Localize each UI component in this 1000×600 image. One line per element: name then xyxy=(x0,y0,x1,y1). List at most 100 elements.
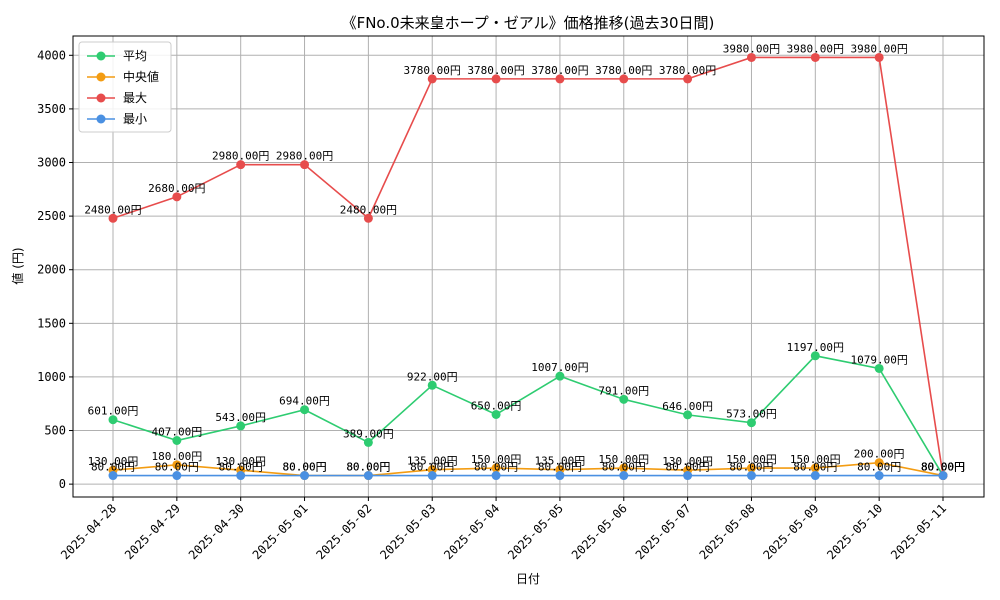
x-tick-label: 2025-05-03 xyxy=(377,501,438,562)
y-tick-label: 3500 xyxy=(37,102,66,116)
data-point xyxy=(363,471,373,481)
data-label: 2680.00円 xyxy=(148,182,205,195)
series-line-1 xyxy=(112,461,944,477)
data-point xyxy=(683,471,693,481)
legend-entry: 最大 xyxy=(123,91,147,105)
data-point xyxy=(300,405,310,415)
data-point xyxy=(874,52,884,62)
legend-entry: 中央値 xyxy=(123,69,159,84)
data-label: 80.00円 xyxy=(410,461,454,474)
data-point xyxy=(555,74,565,84)
y-tick-label: 3000 xyxy=(37,156,66,170)
x-tick-label: 2025-05-04 xyxy=(441,501,502,562)
plot-frame xyxy=(72,35,985,498)
data-point xyxy=(108,213,118,223)
data-point xyxy=(619,463,629,473)
data-label: 80.00円 xyxy=(666,461,710,474)
data-label: 80.00円 xyxy=(921,461,965,474)
data-label: 150.00円 xyxy=(471,453,522,466)
data-point xyxy=(746,463,756,473)
data-label: 80.00円 xyxy=(729,461,773,474)
data-point xyxy=(746,418,756,428)
data-label: 407.00円 xyxy=(151,426,202,439)
y-tick-label: 2000 xyxy=(37,263,66,277)
data-label: 150.00円 xyxy=(598,453,649,466)
data-label: 80.00円 xyxy=(921,461,965,474)
series-layer xyxy=(108,52,948,481)
x-tick-label: 2025-05-08 xyxy=(697,501,758,562)
legend-marker xyxy=(96,114,106,124)
data-point xyxy=(363,437,373,447)
data-label: 3980.00円 xyxy=(723,42,780,55)
data-point xyxy=(874,363,884,373)
data-label: 80.00円 xyxy=(282,461,326,474)
data-label-layer: 601.00円 407.00円 543.00円 694.00円 389.00円 922.0… xyxy=(84,42,965,473)
data-label: 80.00円 xyxy=(346,461,390,474)
data-point xyxy=(236,471,246,481)
data-point xyxy=(363,213,373,223)
legend-marker xyxy=(96,93,106,103)
data-label: 3780.00円 xyxy=(467,64,524,77)
data-point xyxy=(619,74,629,84)
data-point xyxy=(619,471,629,481)
data-label: 80.00円 xyxy=(219,461,263,474)
data-point xyxy=(172,436,182,446)
grid-layer xyxy=(73,36,984,497)
data-label: 2980.00円 xyxy=(212,150,269,163)
data-label: 180.00円 xyxy=(151,450,202,463)
data-label: 80.00円 xyxy=(474,461,518,474)
data-label: 2980.00円 xyxy=(276,150,333,163)
data-label: 80.00円 xyxy=(921,461,965,474)
x-tick-label: 2025-04-28 xyxy=(58,501,119,562)
data-point xyxy=(683,74,693,84)
data-point xyxy=(810,52,820,62)
series-line-0 xyxy=(112,354,944,476)
x-tick-label: 2025-05-01 xyxy=(250,501,311,562)
data-point xyxy=(491,471,501,481)
data-label: 543.00円 xyxy=(215,411,266,424)
data-label: 1079.00円 xyxy=(850,353,907,366)
data-point xyxy=(555,371,565,381)
data-label: 150.00円 xyxy=(726,453,777,466)
data-label: 646.00円 xyxy=(662,400,713,413)
legend-marker xyxy=(96,51,106,61)
data-label: 80.00円 xyxy=(346,461,390,474)
data-point xyxy=(172,471,182,481)
x-tick-label: 2025-05-09 xyxy=(760,501,821,562)
data-point xyxy=(683,410,693,420)
data-point xyxy=(491,409,501,419)
x-axis-label: 日付 xyxy=(516,572,540,586)
x-tick-label: 2025-05-07 xyxy=(633,501,694,562)
data-label: 130.00円 xyxy=(88,455,139,468)
data-label: 135.00円 xyxy=(407,455,458,468)
x-tick-label: 2025-05-10 xyxy=(824,501,885,562)
legend-marker xyxy=(96,72,106,82)
data-label: 80.00円 xyxy=(857,461,901,474)
data-point xyxy=(810,463,820,473)
data-label: 80.00円 xyxy=(282,461,326,474)
data-label: 922.00円 xyxy=(407,370,458,383)
data-label: 694.00円 xyxy=(279,395,330,408)
x-tick-label: 2025-05-06 xyxy=(569,501,630,562)
data-label: 389.00円 xyxy=(343,427,394,440)
data-point xyxy=(810,471,820,481)
data-point xyxy=(746,52,756,62)
data-point xyxy=(491,463,501,473)
data-point xyxy=(938,471,948,481)
data-label: 80.00円 xyxy=(91,461,135,474)
y-tick-label: 1500 xyxy=(37,316,66,330)
data-point xyxy=(236,421,246,431)
data-point xyxy=(746,471,756,481)
data-label: 3780.00円 xyxy=(595,64,652,77)
x-tick-layer: 2025-04-28 2025-04-29 2025-04-30 2025-05-01… xyxy=(58,497,949,562)
data-point xyxy=(555,471,565,481)
data-label: 150.00円 xyxy=(790,453,841,466)
y-tick-label: 0 xyxy=(59,477,66,491)
data-point xyxy=(491,74,501,84)
legend-box xyxy=(78,41,172,133)
data-point xyxy=(810,351,820,361)
data-label: 3980.00円 xyxy=(850,42,907,55)
data-label: 130.00円 xyxy=(662,455,713,468)
y-tick-label: 2500 xyxy=(37,209,66,223)
